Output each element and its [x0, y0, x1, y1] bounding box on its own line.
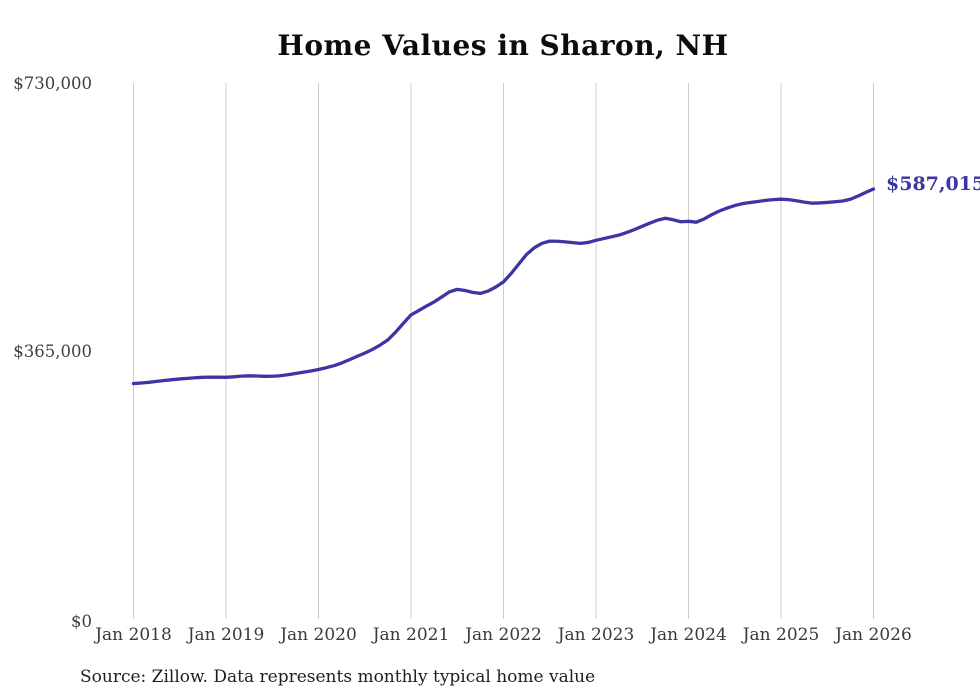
x-tick-label: Jan 2024: [650, 625, 727, 645]
x-tick-label: Jan 2019: [187, 625, 265, 645]
x-tick-label: Jan 2021: [372, 625, 450, 645]
x-tick-label: Jan 2018: [95, 625, 172, 645]
y-tick-label: $730,000: [13, 74, 92, 93]
source-note: Source: Zillow. Data represents monthly …: [80, 667, 596, 687]
x-tick-label: Jan 2026: [835, 625, 912, 645]
y-tick-label: $0: [71, 612, 92, 631]
chart-title: Home Values in Sharon, NH: [277, 29, 729, 62]
x-tick-label: Jan 2020: [280, 625, 357, 645]
x-tick-label: Jan 2022: [465, 625, 542, 645]
y-tick-label: $365,000: [13, 342, 92, 361]
home-value-series-line: [131, 187, 876, 386]
latest-value-label: $587,015: [886, 173, 980, 195]
x-tick-label: Jan 2025: [742, 625, 820, 645]
x-tick-label: Jan 2023: [557, 625, 635, 645]
